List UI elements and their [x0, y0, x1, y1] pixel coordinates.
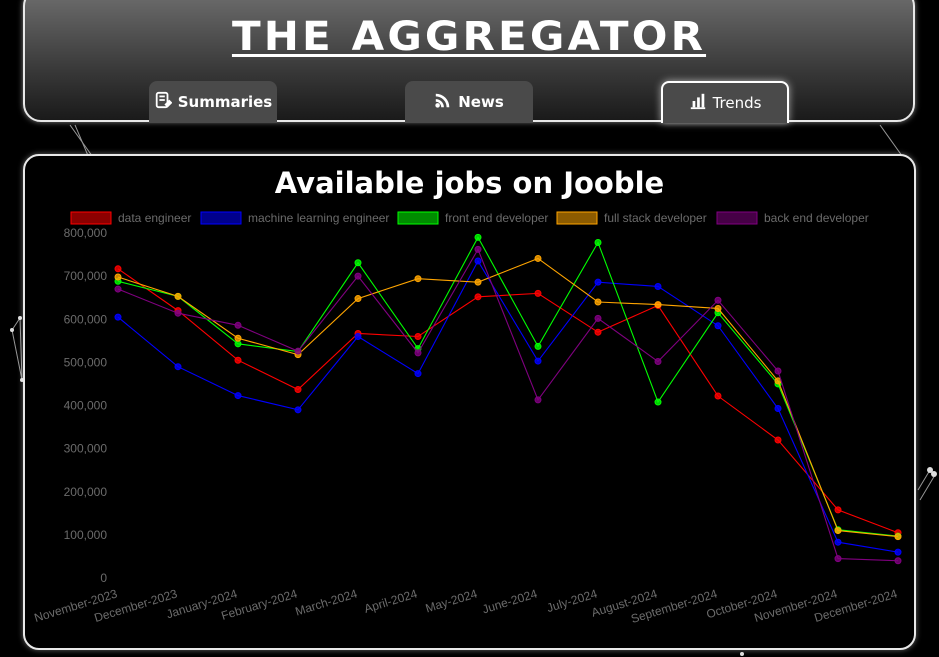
data-point [654, 358, 662, 366]
legend-label-1: machine learning engineer [248, 211, 389, 225]
legend-label-4: back end developer [764, 211, 869, 225]
chart-card: Available jobs on Jooble data engineer ma… [23, 154, 916, 650]
tab-label: Trends [712, 94, 762, 112]
bar-chart-icon [689, 92, 707, 114]
data-point [114, 273, 122, 281]
data-point [834, 538, 842, 546]
data-point [534, 254, 542, 262]
data-point [474, 245, 482, 253]
data-point [594, 328, 602, 336]
tab-label: News [458, 93, 504, 111]
data-point [534, 357, 542, 365]
data-point [654, 282, 662, 290]
series-line-4 [117, 248, 899, 562]
y-tick-label: 0 [100, 571, 107, 585]
data-point [834, 555, 842, 563]
series-line-1 [117, 259, 899, 553]
data-point [234, 356, 242, 364]
data-point [714, 304, 722, 312]
line-chart: data engineer machine learning engineer fr… [32, 211, 902, 626]
data-point [714, 296, 722, 304]
series-line-2 [117, 236, 899, 537]
data-point [654, 398, 662, 406]
legend-label-0: data engineer [118, 211, 191, 225]
data-point [834, 527, 842, 535]
legend-swatch-1 [200, 211, 242, 225]
data-point [834, 506, 842, 514]
legend-label-2: front end developer [445, 211, 548, 225]
data-point [174, 292, 182, 300]
data-point [234, 392, 242, 400]
data-point [294, 406, 302, 414]
y-tick-label: 400,000 [64, 399, 108, 413]
data-point [354, 259, 362, 267]
data-point [234, 321, 242, 329]
x-tick-label: April-2024 [362, 586, 419, 615]
legend-swatch-0 [70, 211, 112, 225]
data-point [534, 342, 542, 350]
data-point [474, 293, 482, 301]
data-point [594, 314, 602, 322]
site-title: THE AGGREGATOR [231, 14, 707, 60]
legend-swatch-2 [397, 211, 439, 225]
y-tick-label: 500,000 [64, 355, 108, 369]
data-point [474, 233, 482, 241]
legend-swatch-3 [556, 211, 598, 225]
y-tick-label: 700,000 [64, 269, 108, 283]
data-point [174, 363, 182, 371]
data-point [774, 367, 782, 375]
data-point [174, 309, 182, 317]
data-point [894, 548, 902, 556]
rss-icon [434, 91, 452, 113]
data-point [354, 295, 362, 303]
data-point [534, 396, 542, 404]
y-tick-label: 200,000 [64, 485, 108, 499]
x-tick-label: March-2024 [294, 586, 360, 618]
data-point [774, 436, 782, 444]
data-point [234, 340, 242, 348]
series-line-0 [117, 268, 899, 534]
document-edit-icon [154, 91, 173, 113]
data-point [714, 392, 722, 400]
tab-label: Summaries [177, 93, 273, 111]
data-point [654, 301, 662, 309]
legend-swatch-4 [716, 211, 758, 225]
y-tick-label: 100,000 [64, 528, 108, 542]
data-point [114, 265, 122, 273]
y-tick-label: 800,000 [64, 226, 108, 240]
data-point [894, 533, 902, 541]
data-point [414, 370, 422, 378]
data-point [474, 278, 482, 286]
tab-news[interactable]: News [405, 81, 533, 123]
data-point [594, 278, 602, 286]
data-point [414, 349, 422, 357]
x-tick-label: May-2024 [424, 586, 479, 615]
data-point [114, 285, 122, 293]
tab-summaries[interactable]: Summaries [149, 81, 277, 123]
data-point [774, 405, 782, 413]
series-line-3 [117, 257, 899, 538]
y-tick-label: 300,000 [64, 442, 108, 456]
data-point [474, 257, 482, 265]
data-point [594, 298, 602, 306]
data-point [894, 557, 902, 565]
data-point [354, 333, 362, 340]
tab-trends[interactable]: Trends [661, 81, 789, 123]
chart-title: Available jobs on Jooble [274, 166, 665, 200]
data-point [294, 347, 302, 355]
data-point [594, 238, 602, 246]
data-point [714, 322, 722, 330]
data-point [114, 313, 122, 321]
x-tick-label: June-2024 [481, 586, 540, 616]
data-point [534, 289, 542, 297]
legend-label-3: full stack developer [604, 211, 707, 225]
data-point [294, 386, 302, 394]
data-point [414, 275, 422, 283]
data-point [234, 334, 242, 342]
data-point [354, 272, 362, 280]
data-point [414, 333, 422, 340]
y-tick-label: 600,000 [64, 312, 108, 326]
